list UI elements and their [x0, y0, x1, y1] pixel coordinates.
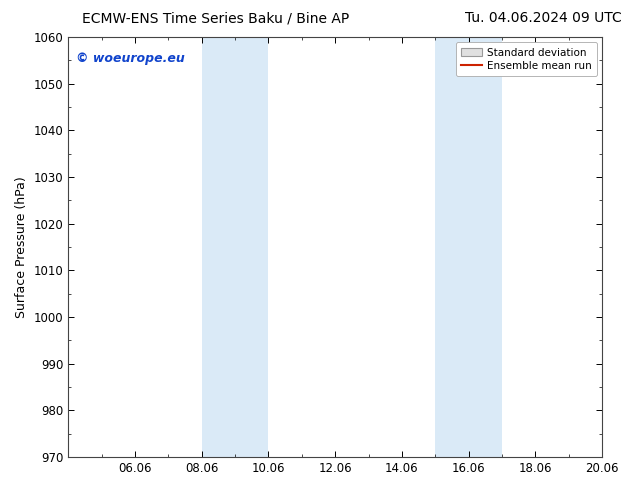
Bar [202, 37, 268, 457]
Text: ECMW-ENS Time Series Baku / Bine AP: ECMW-ENS Time Series Baku / Bine AP [82, 11, 350, 25]
Y-axis label: Surface Pressure (hPa): Surface Pressure (hPa) [15, 176, 28, 318]
Bar [436, 37, 502, 457]
Legend: Standard deviation, Ensemble mean run: Standard deviation, Ensemble mean run [456, 42, 597, 76]
Text: © woeurope.eu: © woeurope.eu [76, 52, 185, 65]
Text: Tu. 04.06.2024 09 UTC: Tu. 04.06.2024 09 UTC [465, 11, 621, 25]
